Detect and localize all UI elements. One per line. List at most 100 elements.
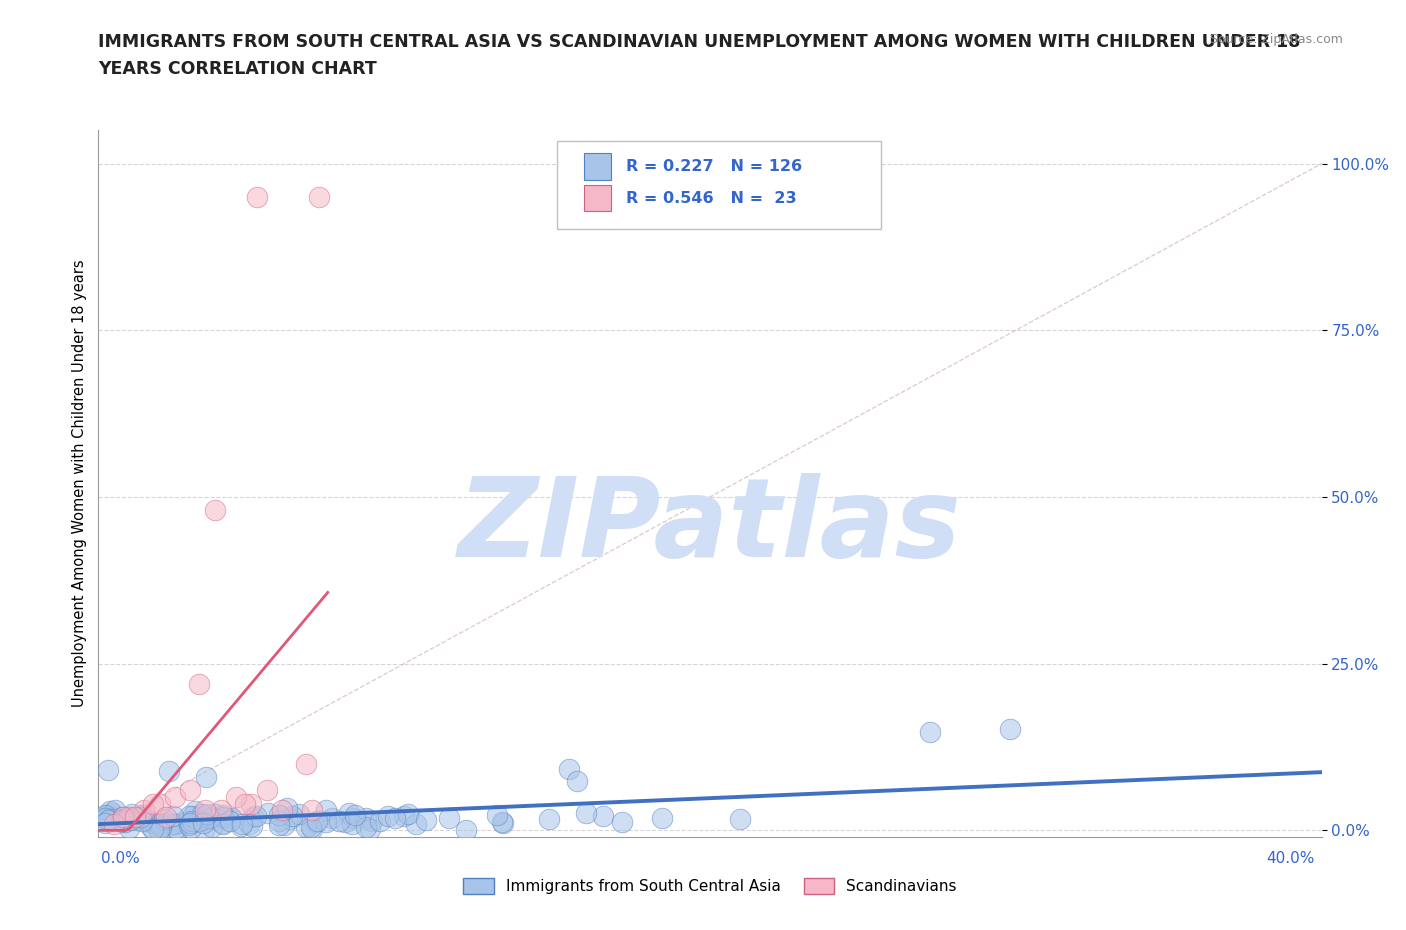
Point — [129, 809, 152, 824]
Point — [112, 811, 135, 826]
Point — [162, 808, 184, 823]
Point — [111, 815, 134, 830]
Point — [111, 813, 134, 828]
FancyBboxPatch shape — [557, 140, 882, 229]
Legend: Immigrants from South Central Asia, Scandinavians: Immigrants from South Central Asia, Scan… — [457, 871, 963, 900]
Point — [97, 762, 120, 777]
Point — [575, 805, 598, 820]
Point — [93, 811, 115, 826]
Point — [485, 807, 508, 822]
Point — [94, 808, 117, 823]
Point — [132, 812, 155, 827]
Point — [191, 809, 214, 824]
Point — [359, 822, 381, 837]
Point — [242, 818, 264, 833]
Point — [179, 816, 201, 830]
Point — [278, 812, 301, 827]
Point — [118, 809, 141, 824]
Point — [273, 817, 295, 832]
Text: Source: ZipAtlas.com: Source: ZipAtlas.com — [1209, 33, 1343, 46]
Point — [97, 813, 120, 828]
Point — [191, 806, 214, 821]
Point — [240, 796, 263, 811]
Point — [118, 820, 141, 835]
Point — [124, 809, 146, 824]
Point — [188, 676, 211, 691]
Point — [295, 756, 318, 771]
Point — [179, 783, 201, 798]
Point — [197, 810, 219, 825]
Point — [246, 190, 269, 205]
Point — [177, 814, 200, 829]
Point — [98, 804, 121, 818]
Point — [111, 810, 134, 825]
Point — [256, 805, 278, 820]
Point — [167, 816, 190, 830]
Point — [269, 808, 291, 823]
Point — [340, 817, 363, 831]
Point — [492, 816, 515, 830]
Point — [354, 810, 377, 825]
Point — [233, 796, 256, 811]
Point — [200, 810, 222, 825]
Point — [121, 807, 143, 822]
Point — [150, 818, 173, 833]
Point — [103, 817, 125, 831]
Point — [184, 804, 207, 818]
Point — [610, 815, 633, 830]
Point — [104, 803, 127, 817]
Point — [111, 809, 134, 824]
Point — [100, 810, 122, 825]
Point — [299, 819, 322, 834]
Point — [100, 811, 122, 826]
Point — [160, 817, 183, 831]
Point — [163, 817, 186, 831]
Point — [149, 819, 172, 834]
Point — [256, 783, 278, 798]
Point — [537, 811, 560, 826]
Point — [288, 806, 311, 821]
Point — [454, 822, 477, 837]
Point — [307, 814, 329, 829]
Point — [245, 809, 267, 824]
Point — [191, 813, 214, 828]
Point — [187, 814, 209, 829]
Point — [139, 819, 162, 834]
Point — [337, 805, 360, 820]
Point — [377, 808, 399, 823]
Point — [343, 808, 366, 823]
Point — [114, 815, 136, 830]
Point — [276, 801, 298, 816]
Point — [211, 817, 233, 831]
Point — [225, 790, 247, 804]
Point — [304, 815, 326, 830]
Text: R = 0.546   N =  23: R = 0.546 N = 23 — [626, 191, 796, 206]
Point — [238, 817, 260, 831]
Point — [93, 809, 115, 824]
Point — [131, 807, 153, 822]
Y-axis label: Unemployment Among Women with Children Under 18 years: Unemployment Among Women with Children U… — [72, 259, 87, 708]
Point — [218, 811, 240, 826]
Point — [394, 809, 416, 824]
Point — [181, 808, 204, 823]
Point — [195, 807, 218, 822]
Point — [384, 811, 406, 826]
Text: R = 0.227   N = 126: R = 0.227 N = 126 — [626, 159, 801, 174]
Point — [730, 812, 752, 827]
Point — [180, 821, 202, 836]
Point — [405, 817, 427, 831]
FancyBboxPatch shape — [583, 185, 612, 211]
Point — [194, 770, 217, 785]
Point — [153, 812, 176, 827]
Text: 0.0%: 0.0% — [101, 851, 141, 866]
Text: YEARS CORRELATION CHART: YEARS CORRELATION CHART — [98, 60, 377, 78]
Point — [131, 814, 153, 829]
Point — [212, 810, 235, 825]
Point — [142, 816, 165, 830]
Point — [155, 809, 177, 824]
Point — [204, 811, 226, 826]
Point — [128, 809, 150, 824]
Point — [321, 811, 343, 826]
Point — [163, 790, 186, 804]
Point — [142, 821, 165, 836]
